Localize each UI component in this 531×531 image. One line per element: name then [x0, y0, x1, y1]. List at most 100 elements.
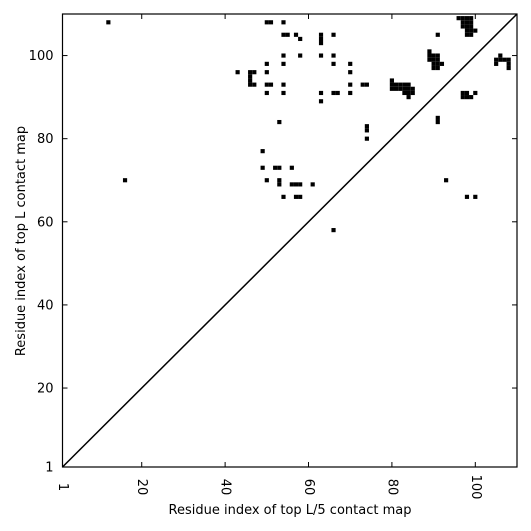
- contact-cell: [335, 90, 340, 96]
- contact-cell: [248, 82, 253, 87]
- contact-cell: [427, 49, 432, 54]
- contact-cell: [298, 36, 303, 42]
- contact-cell: [435, 53, 440, 58]
- contact-cell: [431, 61, 436, 66]
- contact-cell: [464, 20, 470, 25]
- contact-cell: [506, 65, 511, 71]
- contact-cell: [464, 95, 470, 100]
- contact-cell: [502, 57, 507, 62]
- contact-cell: [435, 61, 440, 66]
- contact-cell: [456, 16, 461, 21]
- contact-cell: [389, 82, 394, 87]
- y-tick-label: 40: [37, 298, 54, 313]
- contact-cell: [464, 16, 470, 21]
- contact-cell: [277, 178, 282, 183]
- contact-cell: [298, 53, 303, 58]
- contact-cell: [252, 82, 257, 87]
- contact-cell: [460, 16, 465, 21]
- contact-cell: [281, 53, 286, 58]
- contact-cell: [431, 57, 436, 62]
- contact-cell: [331, 32, 336, 37]
- contact-cell: [389, 78, 394, 83]
- contact-cell: [281, 32, 286, 37]
- plot-frame: [61, 13, 518, 468]
- contact-cell: [410, 90, 415, 96]
- contact-cell: [464, 32, 470, 37]
- contact-cell: [364, 128, 369, 133]
- contact-cell: [331, 61, 336, 66]
- contact-cell: [460, 24, 465, 29]
- contact-cell: [264, 70, 269, 75]
- contact-cell: [439, 61, 445, 66]
- y-tick-label: 1: [45, 461, 53, 476]
- y-tick-label: 60: [37, 215, 54, 230]
- contact-cell: [506, 57, 511, 62]
- contact-cell: [260, 149, 265, 154]
- x-tick-label: 80: [384, 479, 399, 496]
- contact-cell: [364, 82, 369, 87]
- contact-cell: [264, 178, 269, 183]
- contact-cell: [293, 182, 299, 187]
- contact-cell: [402, 86, 407, 91]
- contact-cell: [318, 53, 324, 58]
- contact-cell: [402, 82, 407, 87]
- x-tick-label: 20: [134, 479, 149, 496]
- contact-cell: [498, 57, 503, 62]
- contact-cell: [406, 82, 411, 87]
- x-axis-label: Residue index of top L/5 contact map: [169, 503, 412, 518]
- contact-cell: [248, 78, 253, 83]
- contact-cells: [106, 16, 511, 233]
- contact-cell: [281, 20, 286, 25]
- x-tick-label: 40: [218, 479, 233, 496]
- contact-cell: [389, 86, 394, 91]
- contact-cell: [318, 36, 324, 42]
- contact-cell: [293, 194, 299, 199]
- x-tick-label: 1: [55, 483, 70, 491]
- contact-cell: [460, 95, 465, 100]
- contact-cell: [285, 32, 290, 37]
- contact-cell: [348, 90, 353, 96]
- contact-cell: [281, 194, 286, 199]
- contact-cell: [260, 165, 265, 170]
- contact-cell: [469, 32, 474, 37]
- contact-cell: [473, 194, 478, 199]
- contact-cell: [393, 82, 399, 87]
- contact-cell: [460, 20, 465, 25]
- contact-cell: [298, 182, 303, 187]
- contact-cell: [122, 178, 128, 183]
- contact-cell: [473, 90, 478, 96]
- contact-cell: [393, 86, 399, 91]
- contact-cell: [331, 90, 336, 96]
- contact-cell: [277, 182, 282, 187]
- contact-cell: [398, 82, 403, 87]
- contact-cell: [410, 86, 415, 91]
- contact-cell: [106, 20, 111, 25]
- contact-cell: [348, 61, 353, 66]
- diagonal-line: [61, 13, 518, 468]
- x-tick-label: 100: [468, 475, 483, 500]
- contact-cell: [469, 28, 474, 33]
- contact-cell: [444, 178, 449, 183]
- contact-cell: [364, 124, 369, 129]
- contact-cell: [435, 32, 440, 37]
- contact-cell: [252, 70, 257, 75]
- contact-cell: [248, 70, 253, 75]
- x-tick-label: 60: [301, 479, 316, 496]
- contact-cell: [331, 53, 336, 58]
- contact-cell: [435, 119, 440, 125]
- y-tick-label: 20: [37, 382, 54, 397]
- contact-cell: [364, 136, 369, 141]
- contact-cell: [494, 61, 499, 66]
- contact-cell: [248, 74, 253, 79]
- contact-cell: [360, 82, 365, 87]
- contact-cell: [310, 182, 315, 187]
- contact-cell: [469, 16, 474, 21]
- contact-cell: [464, 194, 470, 199]
- contact-cell: [506, 61, 511, 66]
- contact-cell: [473, 28, 478, 33]
- contact-cell: [435, 115, 440, 120]
- contact-cell: [273, 165, 278, 170]
- contact-cell: [469, 95, 474, 100]
